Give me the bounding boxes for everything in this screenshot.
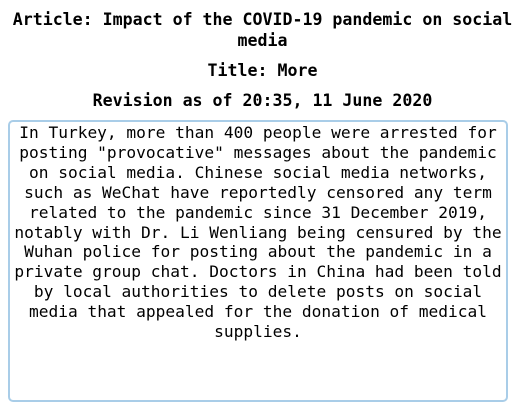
article-title: Article: Impact of the COVID-19 pandemic… xyxy=(12,10,513,50)
revision-timestamp: Revision as of 20:35, 11 June 2020 xyxy=(92,91,433,110)
content-text: In Turkey, more than 400 people were arr… xyxy=(14,123,502,342)
content-box: In Turkey, more than 400 people were arr… xyxy=(8,120,508,402)
revision-title: Title: More xyxy=(207,61,318,80)
